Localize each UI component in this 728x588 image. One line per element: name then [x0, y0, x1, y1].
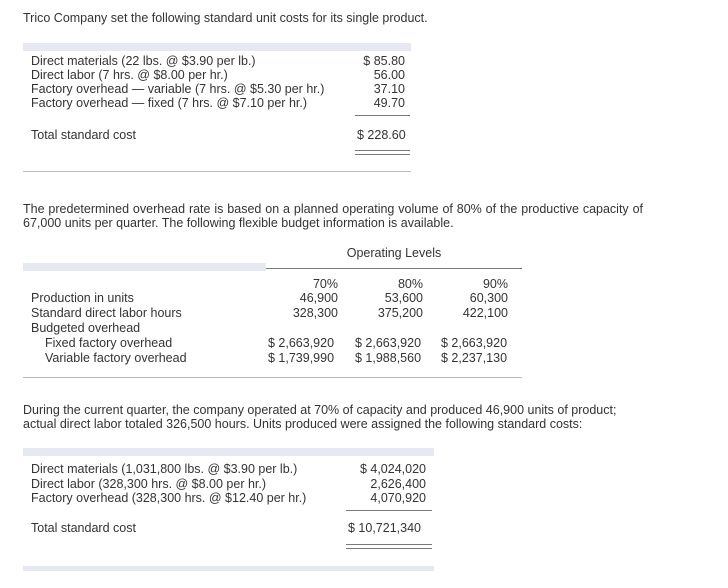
cell-value: 46,900 — [299, 291, 338, 305]
cell-value: 328,300 — [292, 306, 338, 320]
total-label: Total standard cost — [31, 521, 136, 535]
double-rule-bottom — [346, 548, 432, 549]
intro-text: Trico Company set the following standard… — [23, 11, 428, 25]
assigned-cost-amount: 2,626,400 — [370, 477, 426, 491]
double-rule-top — [355, 150, 410, 151]
row-label: Fixed factory overhead — [45, 336, 173, 350]
total-amount: $ 228.60 — [357, 128, 406, 142]
unit-cost-label: Factory overhead — variable (7 hrs. @ $5… — [31, 82, 325, 96]
table-header-band — [23, 448, 434, 456]
double-rule-bottom — [355, 154, 410, 155]
total-amount: $ 10,721,340 — [348, 521, 421, 535]
row-label: Production in units — [31, 291, 134, 305]
subtotal-rule — [346, 510, 432, 511]
overhead-paragraph: The predetermined overhead rate is based… — [23, 202, 643, 230]
row-label: Standard direct labor hours — [31, 306, 182, 320]
table-bottom-border — [23, 377, 522, 378]
cell-value: $ 1,739,990 — [268, 351, 335, 365]
cell-value: $ 2,237,130 — [441, 351, 508, 365]
cell-value: 53,600 — [384, 291, 423, 305]
row-label: Budgeted overhead — [31, 321, 141, 335]
table-footer-band — [23, 566, 434, 571]
subtotal-rule — [355, 115, 410, 116]
assigned-cost-label: Direct labor (328,300 hrs. @ $8.00 per h… — [31, 477, 267, 491]
assigned-cost-label: Direct materials (1,031,800 lbs. @ $3.90… — [31, 462, 298, 476]
unit-cost-amount: 56.00 — [373, 68, 405, 82]
table-header-band — [23, 263, 266, 271]
table-bottom-border — [23, 171, 411, 172]
cell-value: $ 1,988,560 — [355, 351, 422, 365]
cell-value: 60,300 — [469, 291, 508, 305]
double-rule-top — [346, 544, 432, 545]
cell-value: $ 2,663,920 — [268, 336, 335, 350]
operating-levels-header: Operating Levels — [346, 246, 442, 260]
assigned-cost-label: Factory overhead (328,300 hrs. @ $12.40 … — [31, 491, 307, 505]
unit-cost-label: Factory overhead — fixed (7 hrs. @ $7.10… — [31, 96, 308, 110]
unit-cost-label: Direct materials (22 lbs. @ $3.90 per lb… — [31, 54, 256, 68]
quarter-paragraph: During the current quarter, the company … — [23, 403, 617, 431]
level-90: 90% — [482, 277, 508, 291]
cell-value: 422,100 — [462, 306, 508, 320]
cell-value: 375,200 — [377, 306, 423, 320]
unit-cost-amount: 49.70 — [373, 96, 405, 110]
total-label: Total standard cost — [31, 128, 136, 142]
unit-cost-amount: 37.10 — [373, 82, 405, 96]
level-80: 80% — [397, 277, 423, 291]
header-rule — [266, 268, 522, 269]
level-70: 70% — [312, 277, 338, 291]
assigned-cost-amount: $ 4,024,020 — [359, 462, 426, 476]
unit-cost-amount: $ 85.80 — [363, 54, 405, 68]
cell-value: $ 2,663,920 — [441, 336, 508, 350]
row-label: Variable factory overhead — [45, 351, 187, 365]
table-header-band — [23, 43, 411, 51]
assigned-cost-amount: 4,070,920 — [370, 491, 426, 505]
unit-cost-label: Direct labor (7 hrs. @ $8.00 per hr.) — [31, 68, 228, 82]
cell-value: $ 2,663,920 — [355, 336, 422, 350]
